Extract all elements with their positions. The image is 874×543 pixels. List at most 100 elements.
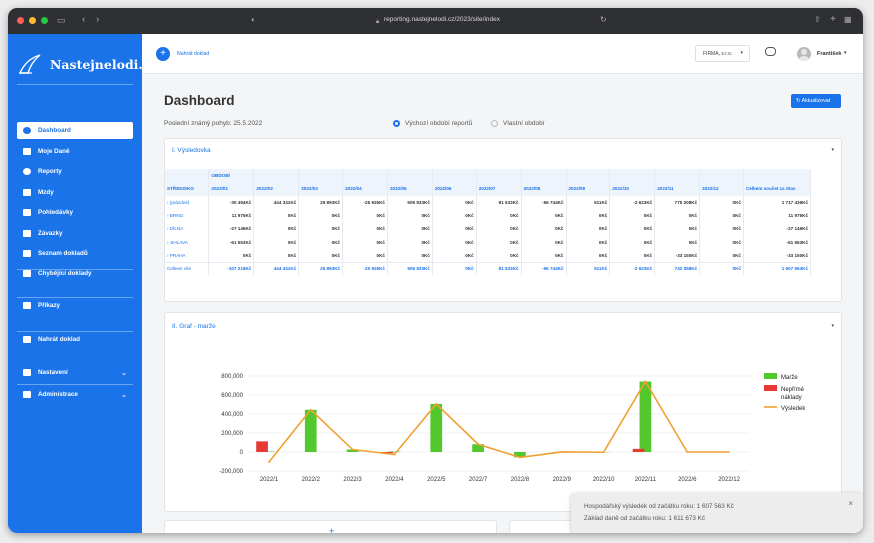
add-widget-icon[interactable]: +: [329, 526, 335, 533]
avatar[interactable]: [797, 47, 811, 61]
users-icon: [23, 189, 31, 196]
column-header[interactable]: 2022/08: [521, 182, 567, 196]
toast-notification: Hospodářský výsledek od začátku roku: 1 …: [571, 493, 863, 533]
column-header[interactable]: 2022/07: [476, 182, 522, 196]
column-header[interactable]: 2022/04: [342, 182, 388, 196]
company-select[interactable]: FIRMA, s.r.o. ▾: [695, 45, 750, 62]
close-toast-icon[interactable]: ×: [848, 499, 853, 508]
sidebar-item-label: Nahrát doklad: [38, 336, 80, 343]
sidebar-item-3[interactable]: Reporty: [17, 163, 133, 180]
sidebar-item-11[interactable]: Nastavení ⌄: [17, 364, 133, 381]
top-bar: + Nahrát doklad FIRMA, s.r.o. ▾ Františe…: [142, 34, 863, 74]
marze-bar[interactable]: [346, 449, 359, 452]
marze-bar[interactable]: [430, 403, 443, 452]
sidebar-item-7[interactable]: Seznam dokladů: [17, 245, 133, 262]
upload-plus-button[interactable]: +: [156, 47, 170, 61]
table-cell: 0Kč: [476, 235, 522, 249]
period-default-radio[interactable]: [393, 120, 400, 127]
forward-icon[interactable]: ›: [96, 14, 100, 25]
table-row: Celkem vše -107 218Kč 444 341Kč 25 893Kč -25…: [165, 262, 811, 276]
column-header[interactable]: 2022/06: [432, 182, 477, 196]
user-chevron-icon[interactable]: ▾: [844, 50, 847, 56]
sidebar-item-6[interactable]: Závazky: [17, 225, 133, 242]
vysledek-line[interactable]: [268, 379, 730, 463]
sidebar-item-1[interactable]: Dashboard: [17, 122, 133, 139]
table-header-cell: [699, 169, 744, 183]
collapse-graph-icon[interactable]: ▾: [831, 323, 834, 329]
x-tick-label: 2022/5: [427, 477, 446, 483]
row-label[interactable]: › DÍLNA: [165, 222, 210, 236]
column-header[interactable]: 2022/11: [654, 182, 701, 196]
shield-icon: ◐: [251, 15, 256, 24]
sidebar-item-5[interactable]: Pohledávky: [17, 204, 133, 221]
table-cell: 0Kč: [521, 208, 567, 223]
lock-icon: 🔒︎: [376, 19, 380, 25]
user-name[interactable]: František: [817, 51, 842, 57]
table-cell: 511Kč: [566, 195, 611, 209]
column-header[interactable]: 2022/03: [298, 182, 344, 196]
period-custom-radio[interactable]: [491, 120, 498, 127]
chevron-down-icon[interactable]: ⌄: [121, 391, 127, 399]
column-header[interactable]: 2022/02: [253, 182, 300, 196]
y-tick-label: 800,000: [221, 374, 243, 380]
indirect-cost-bar[interactable]: [381, 452, 394, 454]
marze-bar[interactable]: [472, 444, 484, 452]
table-cell: 0Kč: [298, 235, 344, 249]
sidebar-toggle-icon[interactable]: ▭: [57, 15, 66, 25]
chart-pie-icon: [23, 168, 31, 175]
marze-bar[interactable]: [639, 381, 652, 452]
sidebar-item-2[interactable]: Moje Daně: [17, 143, 133, 160]
maximize-window-button[interactable]: [41, 17, 48, 24]
tabs-overview-icon[interactable]: ▦: [844, 15, 852, 24]
column-header[interactable]: Celkem součet za Stav: [743, 182, 811, 196]
graph-title[interactable]: II. Graf - marže: [172, 323, 216, 330]
address-bar[interactable]: reporting.nastejnelodi.cz/2023/site/inde…: [384, 16, 500, 23]
column-header[interactable]: 2022/12: [699, 182, 744, 196]
chevron-down-icon[interactable]: ⌄: [121, 369, 127, 377]
results-title[interactable]: I. Výsledovka: [172, 147, 211, 154]
sidebar-item-label: Pohledávky: [38, 209, 73, 216]
period-custom-label[interactable]: Vlastní období: [503, 120, 545, 127]
share-icon[interactable]: ⇪: [814, 15, 821, 24]
sidebar-item-12[interactable]: Administrace ⌄: [17, 386, 133, 403]
dashboard-icon: [23, 127, 31, 134]
row-label[interactable]: Celkem vše: [165, 262, 210, 276]
indirect-cost-bar[interactable]: [256, 441, 268, 452]
row-label[interactable]: › (prázdné): [165, 195, 210, 209]
column-header[interactable]: 2022/09: [566, 182, 611, 196]
new-tab-icon[interactable]: +: [830, 14, 836, 25]
vysledek-point: [519, 456, 521, 459]
column-header[interactable]: 2022/01: [208, 182, 255, 196]
upload-document-link[interactable]: Nahrát doklad: [177, 51, 210, 57]
refresh-button[interactable]: ↻ Aktualizovat: [791, 94, 841, 108]
row-label[interactable]: › JIHLAVA: [165, 235, 210, 249]
marze-bar[interactable]: [514, 452, 526, 458]
reload-icon[interactable]: ↻: [600, 15, 607, 24]
column-header[interactable]: STŘEDISKO: [165, 182, 210, 196]
sidebar-item-8[interactable]: Chybějící doklady: [17, 265, 133, 282]
indirect-cost-bar[interactable]: [632, 448, 645, 452]
row-label[interactable]: › BRNO: [165, 208, 210, 223]
column-header[interactable]: 2022/10: [609, 182, 656, 196]
legend-label[interactable]: Marže: [781, 375, 798, 381]
table-cell: 0Kč: [476, 248, 522, 263]
legend-label[interactable]: Nepřímé: [781, 387, 805, 393]
sidebar-item-4[interactable]: Mzdy: [17, 184, 133, 201]
column-header[interactable]: 2022/05: [387, 182, 433, 196]
sidebar-item-10[interactable]: Nahrát doklad: [17, 331, 133, 348]
logo[interactable]: Nastejnelodi.cz: [18, 52, 158, 76]
back-icon[interactable]: ‹: [82, 14, 86, 25]
table-cell: 0Kč: [298, 208, 344, 223]
table-cell: 0Kč: [432, 262, 477, 276]
collapse-results-icon[interactable]: ▾: [831, 147, 834, 153]
minimize-window-button[interactable]: [29, 17, 36, 24]
table-header-cell: [432, 169, 477, 183]
vysledek-point: [351, 448, 354, 451]
sidebar-item-9[interactable]: Příkazy: [17, 297, 133, 314]
row-label[interactable]: › PRAHA: [165, 248, 210, 263]
marze-bar[interactable]: [304, 409, 317, 452]
legend-label[interactable]: Výsledek: [781, 406, 806, 412]
close-window-button[interactable]: [17, 17, 24, 24]
period-default-label[interactable]: Výchozí období reportů: [405, 120, 473, 127]
messages-icon[interactable]: [765, 47, 776, 56]
